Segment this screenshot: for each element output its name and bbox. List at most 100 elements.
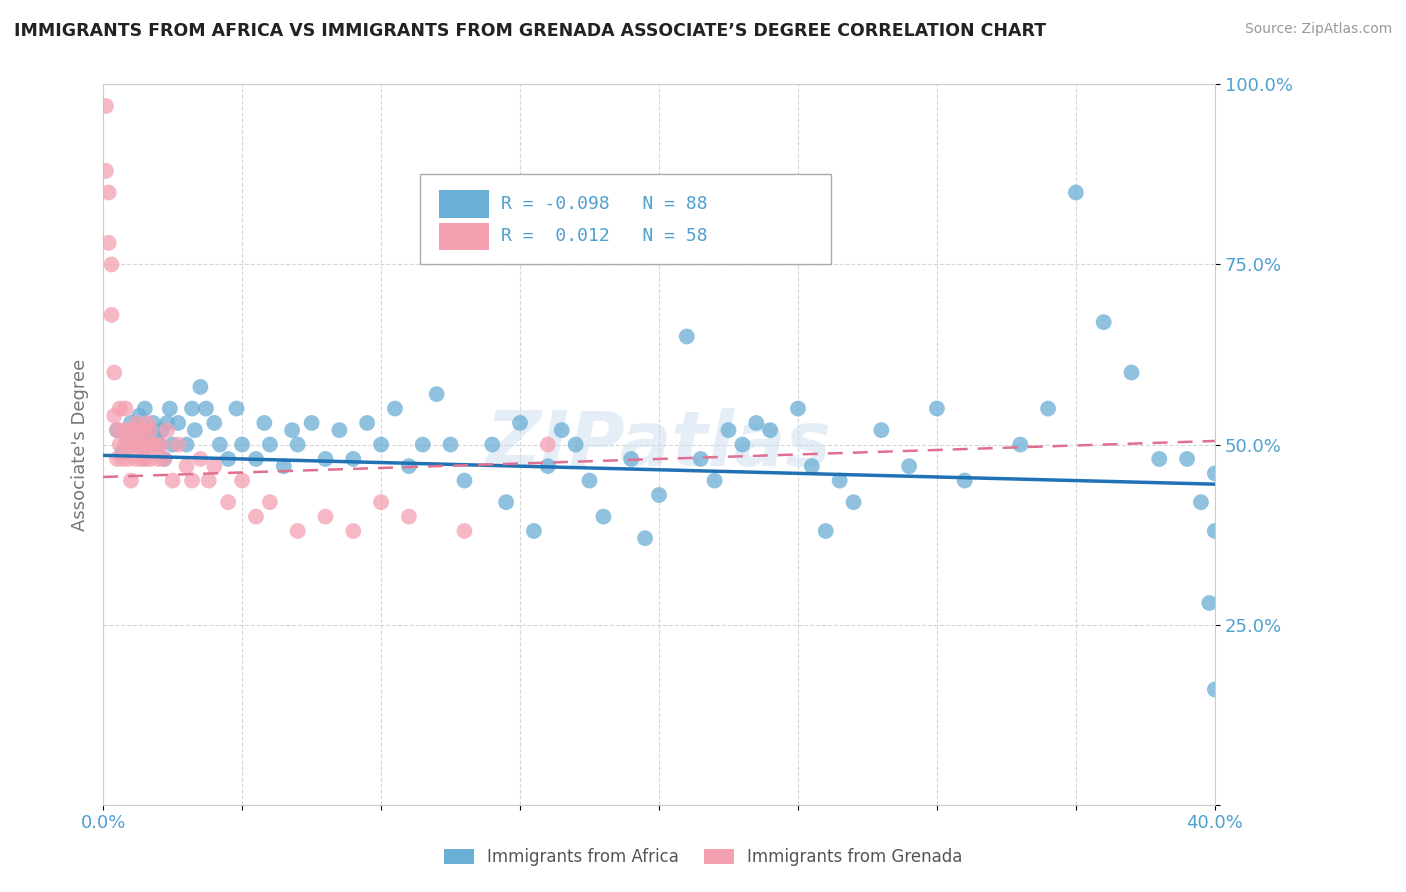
Point xyxy=(703,474,725,488)
Point xyxy=(136,423,159,437)
Point xyxy=(342,524,364,538)
Point xyxy=(634,531,657,545)
Point xyxy=(495,495,517,509)
Point xyxy=(128,437,150,451)
Point xyxy=(745,416,768,430)
Point xyxy=(167,416,190,430)
Point xyxy=(1092,315,1115,329)
Point xyxy=(217,452,239,467)
Point xyxy=(1036,401,1059,416)
Point xyxy=(287,437,309,451)
Point xyxy=(162,474,184,488)
Point xyxy=(153,452,176,467)
Point xyxy=(117,452,139,467)
Point xyxy=(1010,437,1032,451)
Point xyxy=(1189,495,1212,509)
Point xyxy=(139,423,162,437)
Point xyxy=(134,452,156,467)
Point xyxy=(125,452,148,467)
Point xyxy=(176,437,198,451)
Point xyxy=(117,430,139,444)
Point xyxy=(122,423,145,437)
Text: IMMIGRANTS FROM AFRICA VS IMMIGRANTS FROM GRENADA ASSOCIATE’S DEGREE CORRELATION: IMMIGRANTS FROM AFRICA VS IMMIGRANTS FRO… xyxy=(14,22,1046,40)
Point xyxy=(356,416,378,430)
Point xyxy=(162,437,184,451)
Point xyxy=(181,474,204,488)
Point xyxy=(125,416,148,430)
Point xyxy=(208,437,231,451)
Point xyxy=(384,401,406,416)
Point xyxy=(342,452,364,467)
Point xyxy=(111,444,134,458)
Point xyxy=(128,409,150,423)
Point xyxy=(648,488,671,502)
Point xyxy=(176,459,198,474)
Point xyxy=(105,423,128,437)
Point xyxy=(139,437,162,451)
Text: R =  0.012   N = 58: R = 0.012 N = 58 xyxy=(501,227,707,245)
Point xyxy=(453,474,475,488)
Point xyxy=(142,437,165,451)
Point xyxy=(114,401,136,416)
Point xyxy=(122,437,145,451)
Point xyxy=(281,423,304,437)
Point xyxy=(925,401,948,416)
Point xyxy=(156,423,179,437)
Point xyxy=(159,401,181,416)
Point xyxy=(139,452,162,467)
Point xyxy=(731,437,754,451)
Point xyxy=(273,459,295,474)
Point xyxy=(1204,524,1226,538)
Point xyxy=(148,437,170,451)
Point xyxy=(103,366,125,380)
Point xyxy=(314,452,336,467)
Text: ZIPatlas: ZIPatlas xyxy=(486,408,832,482)
Point xyxy=(1204,682,1226,697)
Point xyxy=(398,509,420,524)
Point xyxy=(842,495,865,509)
Point xyxy=(97,235,120,250)
Point xyxy=(142,416,165,430)
Point xyxy=(100,308,122,322)
Point xyxy=(245,509,267,524)
Point xyxy=(1198,596,1220,610)
Point xyxy=(120,416,142,430)
Point xyxy=(620,452,643,467)
Point xyxy=(675,329,697,343)
Point xyxy=(190,380,212,394)
Point xyxy=(537,437,560,451)
Point xyxy=(148,452,170,467)
Point xyxy=(111,423,134,437)
Point xyxy=(202,416,225,430)
Point xyxy=(259,437,281,451)
Point xyxy=(128,423,150,437)
Point xyxy=(787,401,810,416)
Point xyxy=(153,452,176,467)
Point xyxy=(328,423,350,437)
FancyBboxPatch shape xyxy=(420,175,831,265)
Point xyxy=(814,524,837,538)
Point xyxy=(134,401,156,416)
Point xyxy=(551,423,574,437)
Point xyxy=(253,416,276,430)
Point xyxy=(125,423,148,437)
Point xyxy=(287,524,309,538)
FancyBboxPatch shape xyxy=(439,223,489,250)
Point xyxy=(197,474,219,488)
Text: R = -0.098   N = 88: R = -0.098 N = 88 xyxy=(501,195,707,213)
Point xyxy=(181,401,204,416)
Point xyxy=(453,524,475,538)
Point xyxy=(94,164,117,178)
Point xyxy=(398,459,420,474)
Point xyxy=(156,416,179,430)
Point xyxy=(759,423,782,437)
Point xyxy=(217,495,239,509)
Point xyxy=(108,401,131,416)
Point xyxy=(439,437,461,451)
Point xyxy=(231,474,253,488)
Point xyxy=(523,524,546,538)
Point xyxy=(120,437,142,451)
Point xyxy=(190,452,212,467)
Point xyxy=(136,416,159,430)
Point xyxy=(194,401,217,416)
